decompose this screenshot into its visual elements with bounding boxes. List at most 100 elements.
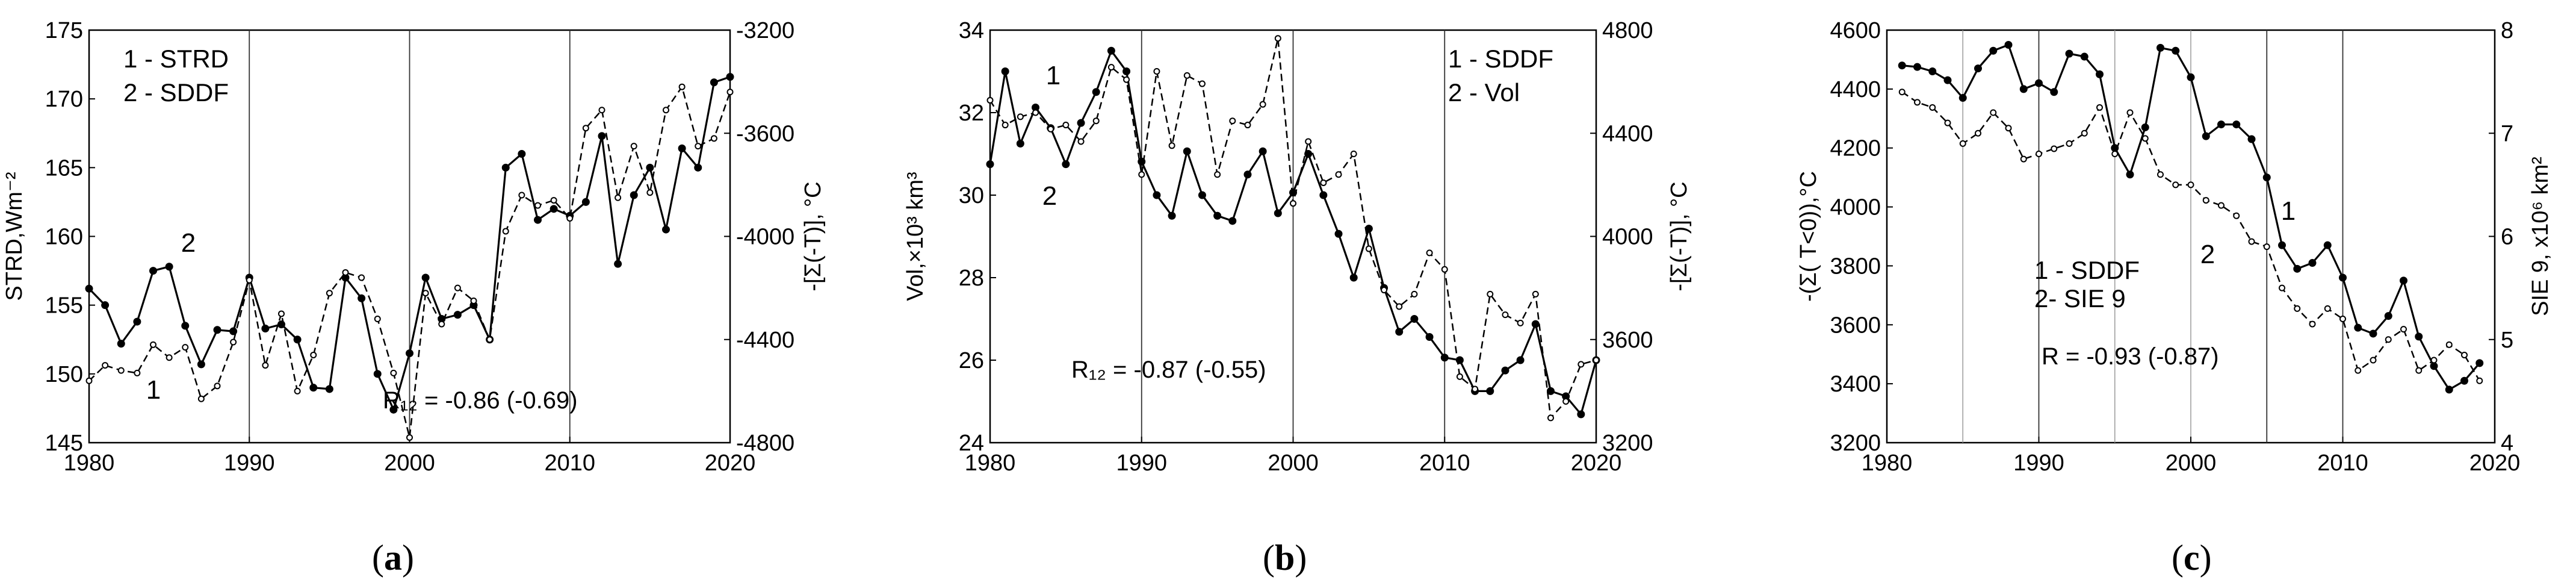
data-point — [1062, 160, 1070, 169]
data-point — [710, 135, 717, 142]
x-tick-label: 2000 — [2166, 450, 2217, 476]
data-point — [2172, 181, 2179, 189]
data-point — [581, 198, 590, 206]
data-point — [1016, 139, 1024, 148]
curve-label-1: 1 — [146, 375, 161, 405]
data-point — [1456, 373, 1463, 380]
data-point — [695, 143, 702, 150]
curve-label-2: 2 — [181, 228, 196, 258]
data-point — [550, 205, 558, 213]
y2-axis-label: -[Σ(-T)], °C — [1667, 181, 1692, 291]
data-point — [1472, 385, 1479, 393]
data-point — [2323, 241, 2332, 249]
data-point — [1990, 109, 1997, 116]
y-axis-label: -(Σ( T<0)),°C — [1796, 171, 1821, 302]
data-point — [2187, 181, 2194, 189]
data-point — [102, 362, 109, 369]
y2-tick-label: 3600 — [1602, 328, 1653, 353]
x-tick-label: 2010 — [2317, 450, 2368, 476]
series-line-2 — [88, 86, 731, 438]
data-point — [2051, 145, 2058, 152]
data-point — [2385, 336, 2392, 343]
data-point — [1107, 64, 1115, 71]
data-point — [986, 96, 994, 104]
data-point — [502, 228, 509, 235]
data-point — [134, 369, 141, 376]
y-tick-label: 3600 — [1830, 313, 1881, 338]
data-point — [406, 434, 413, 441]
data-point — [358, 274, 365, 281]
data-point — [1123, 76, 1130, 83]
y2-tick-label: -3200 — [736, 18, 794, 43]
data-point — [2263, 243, 2270, 251]
data-point — [1259, 101, 1266, 108]
data-point — [598, 107, 605, 114]
data-point — [1502, 311, 1509, 319]
data-point — [1077, 138, 1085, 145]
data-point — [1411, 290, 1418, 298]
y-tick-label: 160 — [45, 225, 83, 250]
data-point — [1138, 171, 1145, 178]
data-point — [230, 338, 237, 346]
data-point — [2309, 320, 2316, 328]
data-point — [454, 284, 461, 292]
data-point — [1229, 117, 1236, 125]
data-point — [2475, 359, 2484, 367]
data-point — [2355, 367, 2362, 374]
legend-entry-2: 2- SIE 9 — [2034, 284, 2126, 313]
data-point — [2445, 385, 2453, 394]
x-tick-label: 1990 — [224, 450, 275, 476]
data-point — [214, 382, 221, 390]
data-point — [2020, 155, 2027, 163]
data-point — [1395, 328, 1404, 336]
data-point — [1047, 125, 1054, 132]
data-point — [101, 301, 110, 310]
data-point — [2035, 79, 2043, 87]
data-point — [1017, 113, 1024, 120]
data-point — [117, 340, 125, 348]
y-tick-label: 165 — [45, 155, 83, 181]
data-point — [2157, 171, 2164, 178]
data-point — [1898, 61, 1906, 70]
data-point — [1396, 303, 1403, 310]
data-point — [1944, 119, 1951, 126]
x-tick-label: 2000 — [384, 450, 435, 476]
data-point — [2065, 49, 2073, 58]
data-point — [181, 322, 190, 330]
data-point — [2248, 238, 2255, 245]
data-point — [421, 273, 430, 282]
y2-tick-label: 3200 — [1602, 431, 1653, 456]
x-tick-label: 1980 — [965, 450, 1016, 476]
data-point — [678, 83, 686, 90]
data-point — [1290, 200, 1296, 207]
data-point — [2218, 202, 2225, 209]
data-point — [1198, 80, 1206, 87]
caption-a: (a) — [372, 538, 414, 578]
data-point — [2354, 323, 2362, 332]
data-point — [2019, 85, 2028, 93]
y2-axis-label: SIE 9, x10⁶ km² — [2528, 157, 2553, 316]
y-tick-label: 4200 — [1830, 136, 1881, 161]
data-point — [1153, 191, 1161, 199]
y2-tick-label: -4400 — [736, 328, 794, 353]
data-point — [182, 344, 189, 351]
data-point — [678, 144, 686, 152]
data-point — [1975, 129, 1981, 137]
data-point — [663, 107, 669, 114]
data-point — [1168, 211, 1176, 220]
data-point — [1959, 140, 1966, 147]
data-point — [293, 335, 302, 344]
data-point — [615, 194, 622, 201]
y2-tick-label: 4000 — [1602, 225, 1653, 250]
data-point — [1244, 122, 1251, 129]
y2-tick-label: 4400 — [1602, 121, 1653, 146]
data-point — [325, 385, 333, 393]
data-point — [710, 78, 718, 87]
x-tick-label: 2010 — [544, 450, 595, 476]
data-point — [726, 89, 734, 96]
data-point — [389, 405, 398, 414]
data-point — [550, 197, 557, 204]
correlation-annotation: R₁₂ = -0.87 (-0.55) — [1071, 357, 1266, 383]
x-tick-label: 2020 — [705, 450, 756, 476]
